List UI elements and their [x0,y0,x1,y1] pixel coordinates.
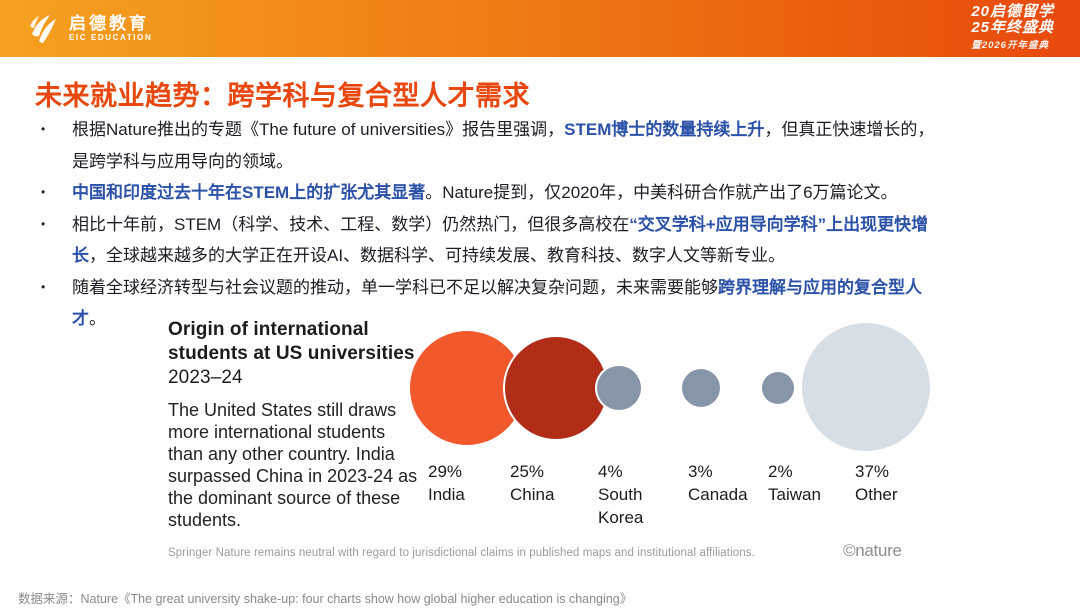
bullet-text: 相比十年前，STEM（科学、技术、工程、数学）仍然热门，但很多高校在“交叉学科+… [72,215,928,266]
bubble-label-south-korea: 4% South Korea [598,460,686,529]
chart-title: Origin of international students at US u… [168,318,420,390]
bubble-taiwan [762,372,794,404]
eic-logo-icon [30,14,56,43]
event-badge: 20启德留学 25年终盛典 暨2026开年盛典 [971,2,1054,54]
plain-text: ，全球越来越多的大学正在开设AI、数据科学、可持续发展、教育科技、数字人文等新专… [89,246,786,265]
bullet-item-1: 根据Nature推出的专题《The future of universities… [35,114,950,177]
chart-description: The United States still draws more inter… [168,400,418,530]
bubble-label-other: 37% Other [855,460,943,506]
data-source: 数据来源：Nature《The great university shake-u… [18,592,633,606]
bubble-label-china: 25% China [510,460,598,506]
highlight-text: 跨界理解与应用的复合型人才 [72,277,922,329]
plain-text: 。Nature提到，仅2020年，中美科研合作就产出了6万篇论文。 [425,183,898,202]
chart-title-main: Origin of international students at US u… [168,319,415,364]
plain-text: ，但真正快速增长的，是跨学科与应用导向的领域。 [72,120,935,171]
highlight-text: 中国和印度过去十年在STEM上的扩张尤其显著 [72,183,426,202]
header-bar: 启德教育 EIC EDUCATION 20启德留学 25年终盛典 暨2026开年… [0,0,1080,57]
plain-text: 随着全球经济转型与社会议题的推动，单一学科已不足以解决复杂问题，未来需要能够 [72,277,718,297]
bullet-item-3: 相比十年前，STEM（科学、技术、工程、数学）仍然热门，但很多高校在“交叉学科+… [35,209,950,272]
bullet-text: 根据Nature推出的专题《The future of universities… [72,120,934,171]
bubble-country: Taiwan [768,485,821,504]
bubble-percent: 4% [598,462,623,481]
bubble-percent: 3% [688,462,713,481]
page-title: 未来就业趋势：跨学科与复合型人才需求 [35,81,530,111]
plain-text: 根据Nature推出的专题《The future of universities… [72,120,565,139]
event-line-2: 25年终盛典 [971,18,1054,36]
bubble-chart: 29% India 25% China 4% South Korea 3% Canada 2% T… [410,315,932,540]
bubble-country: Other [855,485,898,504]
bubble-other [802,323,930,451]
chart-footnote: Springer Nature remains neutral with reg… [168,547,755,559]
plain-text: 。 [89,309,106,328]
chart-title-year: 2023–24 [168,367,243,388]
bullet-item-2: 中国和印度过去十年在STEM上的扩张尤其显著。Nature提到，仅2020年，中… [35,177,950,209]
bullet-text: 中国和印度过去十年在STEM上的扩张尤其显著。Nature提到，仅2020年，中… [72,183,898,202]
bubble-china [505,337,607,439]
brand-logo: 启德教育 EIC EDUCATION [26,12,152,46]
bubble-country: India [428,485,465,504]
bullet-list: 根据Nature推出的专题《The future of universities… [35,114,950,335]
highlight-text: “交叉学科+应用导向学科”上出现更快增长 [72,214,929,266]
brand-name-cn: 启德教育 [69,13,149,33]
chart-text-column: Origin of international students at US u… [168,318,420,531]
bubble-country: China [510,485,555,504]
event-line-3: 暨2026开年盛典 [971,39,1049,51]
bubble-canada [682,369,720,407]
bubble-label-canada: 3% Canada [688,460,776,506]
brand-name-en: EIC EDUCATION [69,32,153,42]
event-line-1: 20启德留学 [971,2,1054,20]
bullet-item-4: 随着全球经济转型与社会议题的推动，单一学科已不足以解决复杂问题，未来需要能够跨界… [35,272,950,335]
bubble-label-india: 29% India [428,460,516,506]
bubble-country: South Korea [598,485,644,527]
bubble-percent: 29% [428,462,463,481]
bubble-percent: 37% [855,462,890,481]
brand-text: 启德教育 EIC EDUCATION [69,13,153,43]
bubble-country: Canada [688,485,748,504]
nature-credit: ©nature [843,541,902,560]
bubble-percent: 2% [768,462,793,481]
highlight-text: STEM博士的数量持续上升 [564,120,765,139]
bubble-label-taiwan: 2% Taiwan [768,460,856,506]
bullet-text: 随着全球经济转型与社会议题的推动，单一学科已不足以解决复杂问题，未来需要能够跨界… [72,278,922,329]
bubble-percent: 25% [510,462,545,481]
bubble-south-korea [597,366,641,410]
plain-text: 相比十年前，STEM（科学、技术、工程、数学）仍然热门，但很多高校在 [72,214,630,234]
